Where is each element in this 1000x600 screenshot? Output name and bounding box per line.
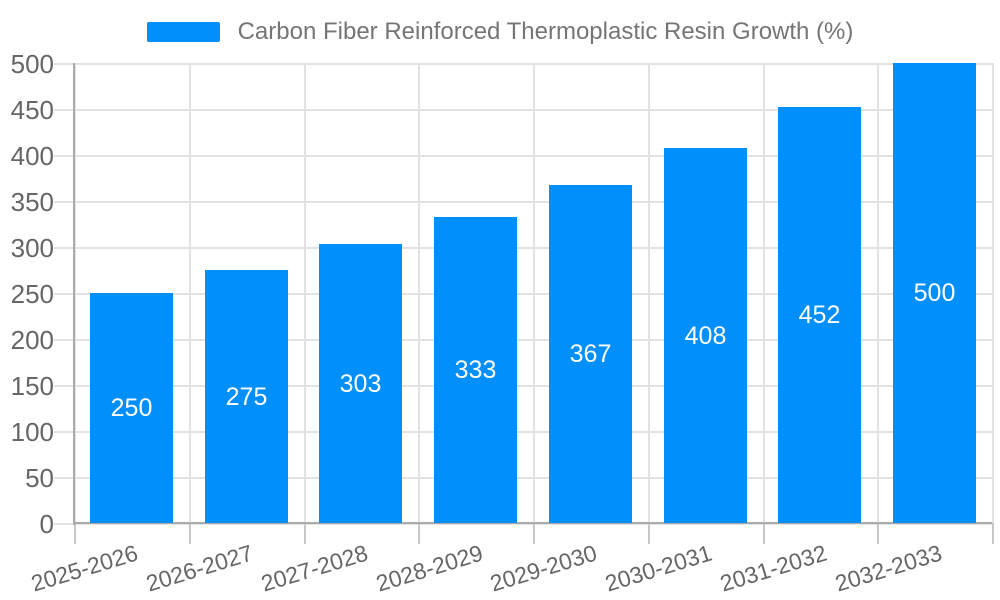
x-axis-tick [763,523,765,544]
y-gridline [54,247,992,249]
bar [205,270,288,523]
y-axis-line [73,63,75,525]
y-gridline [54,63,992,65]
bar-value-label: 250 [110,394,153,422]
bar [664,148,747,523]
x-gridline [533,63,535,523]
x-gridline [992,63,994,523]
x-gridline [189,63,191,523]
y-axis-tick-label: 0 [39,509,54,539]
x-gridline [648,63,650,523]
chart-legend-item[interactable]: Carbon Fiber Reinforced Thermoplastic Re… [0,18,1000,46]
bar-value-label: 333 [454,356,497,384]
y-axis-tick-label: 350 [10,187,54,217]
x-axis-tick [877,523,879,544]
bar [434,217,517,523]
y-axis-tick-label: 500 [10,49,54,79]
x-axis-tick [189,523,191,544]
x-gridline [418,63,420,523]
bar-value-label: 303 [339,370,382,398]
x-axis-line [74,522,992,524]
x-gridline [763,63,765,523]
bar [549,185,632,523]
bar-value-label: 500 [913,279,956,307]
y-gridline [54,431,992,433]
x-gridline [304,63,306,523]
y-gridline [54,293,992,295]
y-gridline [54,201,992,203]
y-axis-tick-label: 250 [10,279,54,309]
bar [893,63,976,523]
y-gridline [54,385,992,387]
y-gridline [54,339,992,341]
x-axis-tick [533,523,535,544]
x-axis-tick [648,523,650,544]
y-axis-tick-label: 100 [10,417,54,447]
bar-value-label: 275 [225,383,268,411]
x-axis-tick [992,523,994,544]
bar [90,293,173,523]
y-axis-tick-label: 150 [10,371,54,401]
x-gridline [877,63,879,523]
y-axis-tick-label: 300 [10,233,54,263]
y-axis-tick-label: 400 [10,141,54,171]
bar-value-label: 367 [569,340,612,368]
x-gridline [74,63,76,523]
y-axis-tick-label: 200 [10,325,54,355]
x-axis-tick [418,523,420,544]
y-axis-tick-label: 450 [10,95,54,125]
y-gridline [54,477,992,479]
legend-label: Carbon Fiber Reinforced Thermoplastic Re… [237,18,854,45]
bar-value-label: 408 [684,322,727,350]
bar-value-label: 452 [798,301,841,329]
y-gridline [54,523,992,525]
y-gridline [54,109,992,111]
x-axis-tick [74,523,76,544]
x-axis-tick [304,523,306,544]
bar [319,244,402,523]
legend-swatch [146,22,220,42]
y-axis-tick-label: 50 [25,463,54,493]
bar [778,107,861,523]
y-gridline [54,155,992,157]
